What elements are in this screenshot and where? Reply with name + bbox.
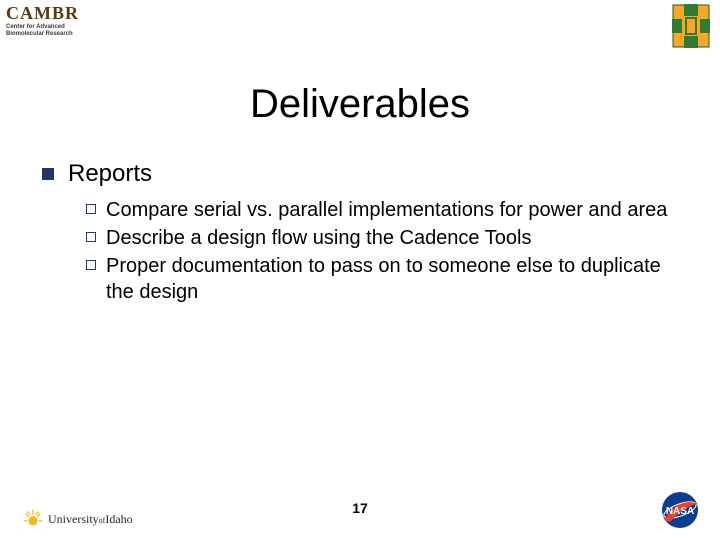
slide-title: Deliverables [0, 82, 720, 127]
slide-body: Reports Compare serial vs. parallel impl… [42, 160, 678, 307]
level2-text: Proper documentation to pass on to someo… [106, 253, 678, 305]
open-square-bullet-icon [86, 260, 96, 270]
slide: CAMBR Center for Advanced Biomolecular R… [0, 0, 720, 540]
level2-text: Compare serial vs. parallel implementati… [106, 197, 667, 223]
nasa-logo: NASA [660, 490, 700, 530]
university-of-idaho-logo: UniversityofIdaho [22, 508, 133, 530]
cambr-logo-word: CAMBR [6, 4, 86, 22]
nasa-text: NASA [666, 506, 694, 517]
bullet-level2: Proper documentation to pass on to someo… [86, 253, 678, 305]
open-square-bullet-icon [86, 204, 96, 214]
bullet-level1: Reports [42, 160, 678, 189]
open-square-bullet-icon [86, 232, 96, 242]
institution-block-icon [672, 4, 710, 48]
university-text: UniversityofIdaho [48, 513, 133, 525]
bullet-level2: Describe a design flow using the Cadence… [86, 225, 678, 251]
level1-text: Reports [68, 160, 152, 189]
level2-group: Compare serial vs. parallel implementati… [86, 197, 678, 305]
filled-square-bullet-icon [42, 168, 54, 180]
cambr-logo-line1: Center for Advanced [6, 24, 86, 31]
cambr-logo-line2: Biomolecular Research [6, 31, 86, 38]
cambr-logo: CAMBR Center for Advanced Biomolecular R… [6, 4, 86, 37]
sun-icon [22, 508, 44, 530]
uni-word-idaho: Idaho [105, 512, 132, 526]
level2-text: Describe a design flow using the Cadence… [106, 225, 531, 251]
uni-word-university: University [48, 512, 99, 526]
bullet-level2: Compare serial vs. parallel implementati… [86, 197, 678, 223]
